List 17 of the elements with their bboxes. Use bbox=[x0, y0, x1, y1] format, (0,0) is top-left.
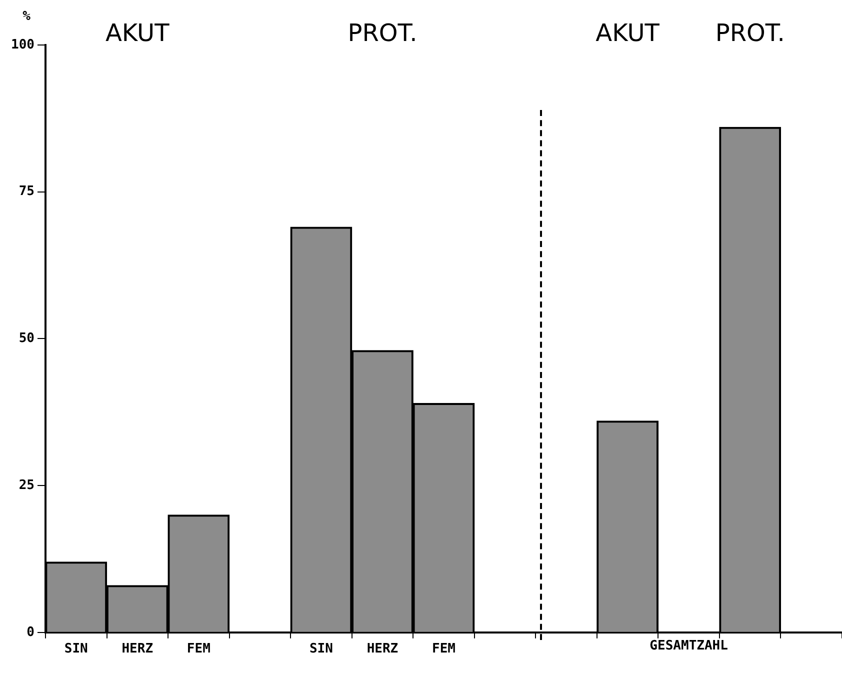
text: GESAMTZAHL bbox=[650, 638, 728, 654]
y-tick-label: 50 bbox=[18, 331, 35, 346]
annotation: AKUT bbox=[596, 19, 660, 48]
x-tick-label: FEM bbox=[432, 642, 456, 657]
x-tick-label: SIN bbox=[309, 642, 334, 657]
annotation: PROT. bbox=[715, 19, 785, 48]
annotation: PROT. bbox=[348, 19, 418, 48]
y-tick-label: 0 bbox=[26, 624, 35, 640]
annotation: AKUT bbox=[106, 19, 170, 48]
y-tick-label: 100 bbox=[10, 37, 35, 52]
y-axis-title: % bbox=[22, 8, 31, 24]
y-tick-label: 75 bbox=[18, 184, 34, 200]
x-tick-label: SIN bbox=[64, 642, 88, 657]
x-tick-label: HERZ bbox=[366, 642, 398, 657]
x-tick-label: FEM bbox=[186, 642, 211, 657]
y-tick-label: 25 bbox=[18, 478, 34, 493]
x-tick-label: HERZ bbox=[122, 642, 154, 657]
